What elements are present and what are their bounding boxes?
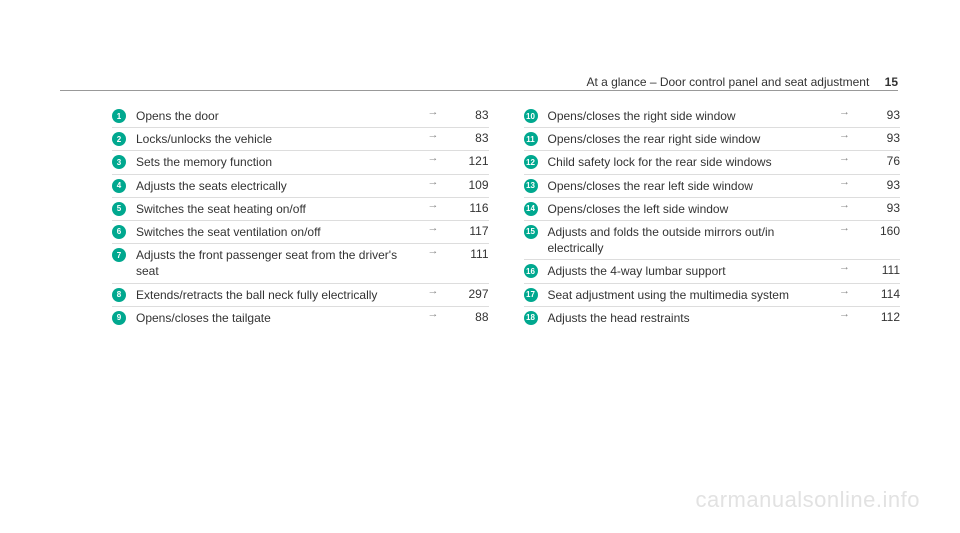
page-number: 15 bbox=[885, 75, 898, 89]
page-reference: 109 bbox=[439, 178, 489, 192]
list-item: 8 Extends/retracts the ball neck fully el… bbox=[112, 284, 489, 307]
item-marker: 11 bbox=[524, 132, 538, 146]
list-item: 10 Opens/closes the right side window→93 bbox=[524, 105, 901, 128]
page-ref-arrow-icon: → bbox=[820, 261, 850, 273]
page-reference: 111 bbox=[850, 263, 900, 277]
page-reference: 83 bbox=[439, 131, 489, 145]
item-description: Extends/retracts the ball neck fully ele… bbox=[136, 287, 409, 303]
list-item: 4 Adjusts the seats electrically→109 bbox=[112, 175, 489, 198]
item-description: Adjusts the head restraints bbox=[548, 310, 821, 326]
item-description: Switches the seat ventilation on/off bbox=[136, 224, 409, 240]
item-description: Opens/closes the rear left side window bbox=[548, 178, 821, 194]
page-ref-arrow-icon: → bbox=[820, 285, 850, 297]
item-marker: 15 bbox=[524, 225, 538, 239]
page-reference: 160 bbox=[850, 224, 900, 238]
page-reference: 116 bbox=[439, 201, 489, 215]
page-ref-arrow-icon: → bbox=[820, 129, 850, 141]
item-marker: 3 bbox=[112, 155, 126, 169]
item-marker: 18 bbox=[524, 311, 538, 325]
right-column: 10Opens/closes the right side window→931… bbox=[524, 105, 901, 329]
list-item: 14 Opens/closes the left side window→93 bbox=[524, 198, 901, 221]
page-reference: 111 bbox=[439, 247, 489, 261]
list-item: 11 Opens/closes the rear right side windo… bbox=[524, 128, 901, 151]
item-marker: 2 bbox=[112, 132, 126, 146]
list-item: 13 Opens/closes the rear left side window… bbox=[524, 175, 901, 198]
header-rule bbox=[60, 90, 898, 91]
item-description: Adjusts and folds the outside mirrors ou… bbox=[548, 224, 821, 256]
page-ref-arrow-icon: → bbox=[409, 308, 439, 320]
item-description: Opens/closes the left side window bbox=[548, 201, 821, 217]
item-description: Locks/unlocks the vehicle bbox=[136, 131, 409, 147]
item-description: Opens/closes the right side window bbox=[548, 108, 821, 124]
list-item: 6 Switches the seat ventilation on/off→11… bbox=[112, 221, 489, 244]
page-ref-arrow-icon: → bbox=[820, 308, 850, 320]
item-marker: 8 bbox=[112, 288, 126, 302]
list-item: 18 Adjusts the head restraints→112 bbox=[524, 307, 901, 329]
page-reference: 93 bbox=[850, 108, 900, 122]
item-description: Adjusts the seats electrically bbox=[136, 178, 409, 194]
item-description: Switches the seat heating on/off bbox=[136, 201, 409, 217]
list-item: 15 Adjusts and folds the outside mirrors … bbox=[524, 221, 901, 260]
page-ref-arrow-icon: → bbox=[820, 152, 850, 164]
content-columns: 1Opens the door→832Locks/unlocks the veh… bbox=[112, 105, 900, 329]
page-header: At a glance – Door control panel and sea… bbox=[586, 75, 898, 89]
page-reference: 297 bbox=[439, 287, 489, 301]
item-marker: 6 bbox=[112, 225, 126, 239]
page-reference: 76 bbox=[850, 154, 900, 168]
item-description: Sets the memory function bbox=[136, 154, 409, 170]
list-item: 7 Adjusts the front passenger seat from t… bbox=[112, 244, 489, 283]
item-marker: 13 bbox=[524, 179, 538, 193]
list-item: 9 Opens/closes the tailgate→88 bbox=[112, 307, 489, 329]
item-marker: 1 bbox=[112, 109, 126, 123]
page-ref-arrow-icon: → bbox=[409, 245, 439, 257]
page-ref-arrow-icon: → bbox=[409, 129, 439, 141]
page-reference: 88 bbox=[439, 310, 489, 324]
item-marker: 4 bbox=[112, 179, 126, 193]
item-marker: 9 bbox=[112, 311, 126, 325]
page-ref-arrow-icon: → bbox=[409, 199, 439, 211]
left-column: 1Opens the door→832Locks/unlocks the veh… bbox=[112, 105, 489, 329]
item-marker: 17 bbox=[524, 288, 538, 302]
page-ref-arrow-icon: → bbox=[409, 222, 439, 234]
item-description: Opens/closes the tailgate bbox=[136, 310, 409, 326]
item-description: Seat adjustment using the multimedia sys… bbox=[548, 287, 821, 303]
list-item: 16 Adjusts the 4-way lumbar support→111 bbox=[524, 260, 901, 283]
page-reference: 114 bbox=[850, 287, 900, 301]
item-marker: 5 bbox=[112, 202, 126, 216]
list-item: 1 Opens the door→83 bbox=[112, 105, 489, 128]
page-ref-arrow-icon: → bbox=[820, 199, 850, 211]
page-reference: 93 bbox=[850, 178, 900, 192]
item-marker: 14 bbox=[524, 202, 538, 216]
page-reference: 121 bbox=[439, 154, 489, 168]
page-ref-arrow-icon: → bbox=[820, 176, 850, 188]
item-marker: 12 bbox=[524, 155, 538, 169]
item-marker: 10 bbox=[524, 109, 538, 123]
page-ref-arrow-icon: → bbox=[409, 152, 439, 164]
list-item: 17 Seat adjustment using the multimedia s… bbox=[524, 284, 901, 307]
page-reference: 112 bbox=[850, 310, 900, 324]
item-description: Child safety lock for the rear side wind… bbox=[548, 154, 821, 170]
item-description: Opens the door bbox=[136, 108, 409, 124]
item-description: Adjusts the front passenger seat from th… bbox=[136, 247, 409, 279]
page-reference: 93 bbox=[850, 201, 900, 215]
page-reference: 117 bbox=[439, 224, 489, 238]
page-ref-arrow-icon: → bbox=[409, 176, 439, 188]
page-ref-arrow-icon: → bbox=[409, 106, 439, 118]
item-description: Adjusts the 4-way lumbar support bbox=[548, 263, 821, 279]
list-item: 12 Child safety lock for the rear side wi… bbox=[524, 151, 901, 174]
page-reference: 93 bbox=[850, 131, 900, 145]
page-reference: 83 bbox=[439, 108, 489, 122]
header-title: At a glance – Door control panel and sea… bbox=[586, 75, 869, 89]
watermark: carmanualsonline.info bbox=[695, 487, 920, 513]
item-marker: 7 bbox=[112, 248, 126, 262]
item-marker: 16 bbox=[524, 264, 538, 278]
page-ref-arrow-icon: → bbox=[820, 222, 850, 234]
page-ref-arrow-icon: → bbox=[820, 106, 850, 118]
list-item: 5 Switches the seat heating on/off→116 bbox=[112, 198, 489, 221]
page-ref-arrow-icon: → bbox=[409, 285, 439, 297]
item-description: Opens/closes the rear right side window bbox=[548, 131, 821, 147]
list-item: 2 Locks/unlocks the vehicle→83 bbox=[112, 128, 489, 151]
list-item: 3 Sets the memory function→121 bbox=[112, 151, 489, 174]
